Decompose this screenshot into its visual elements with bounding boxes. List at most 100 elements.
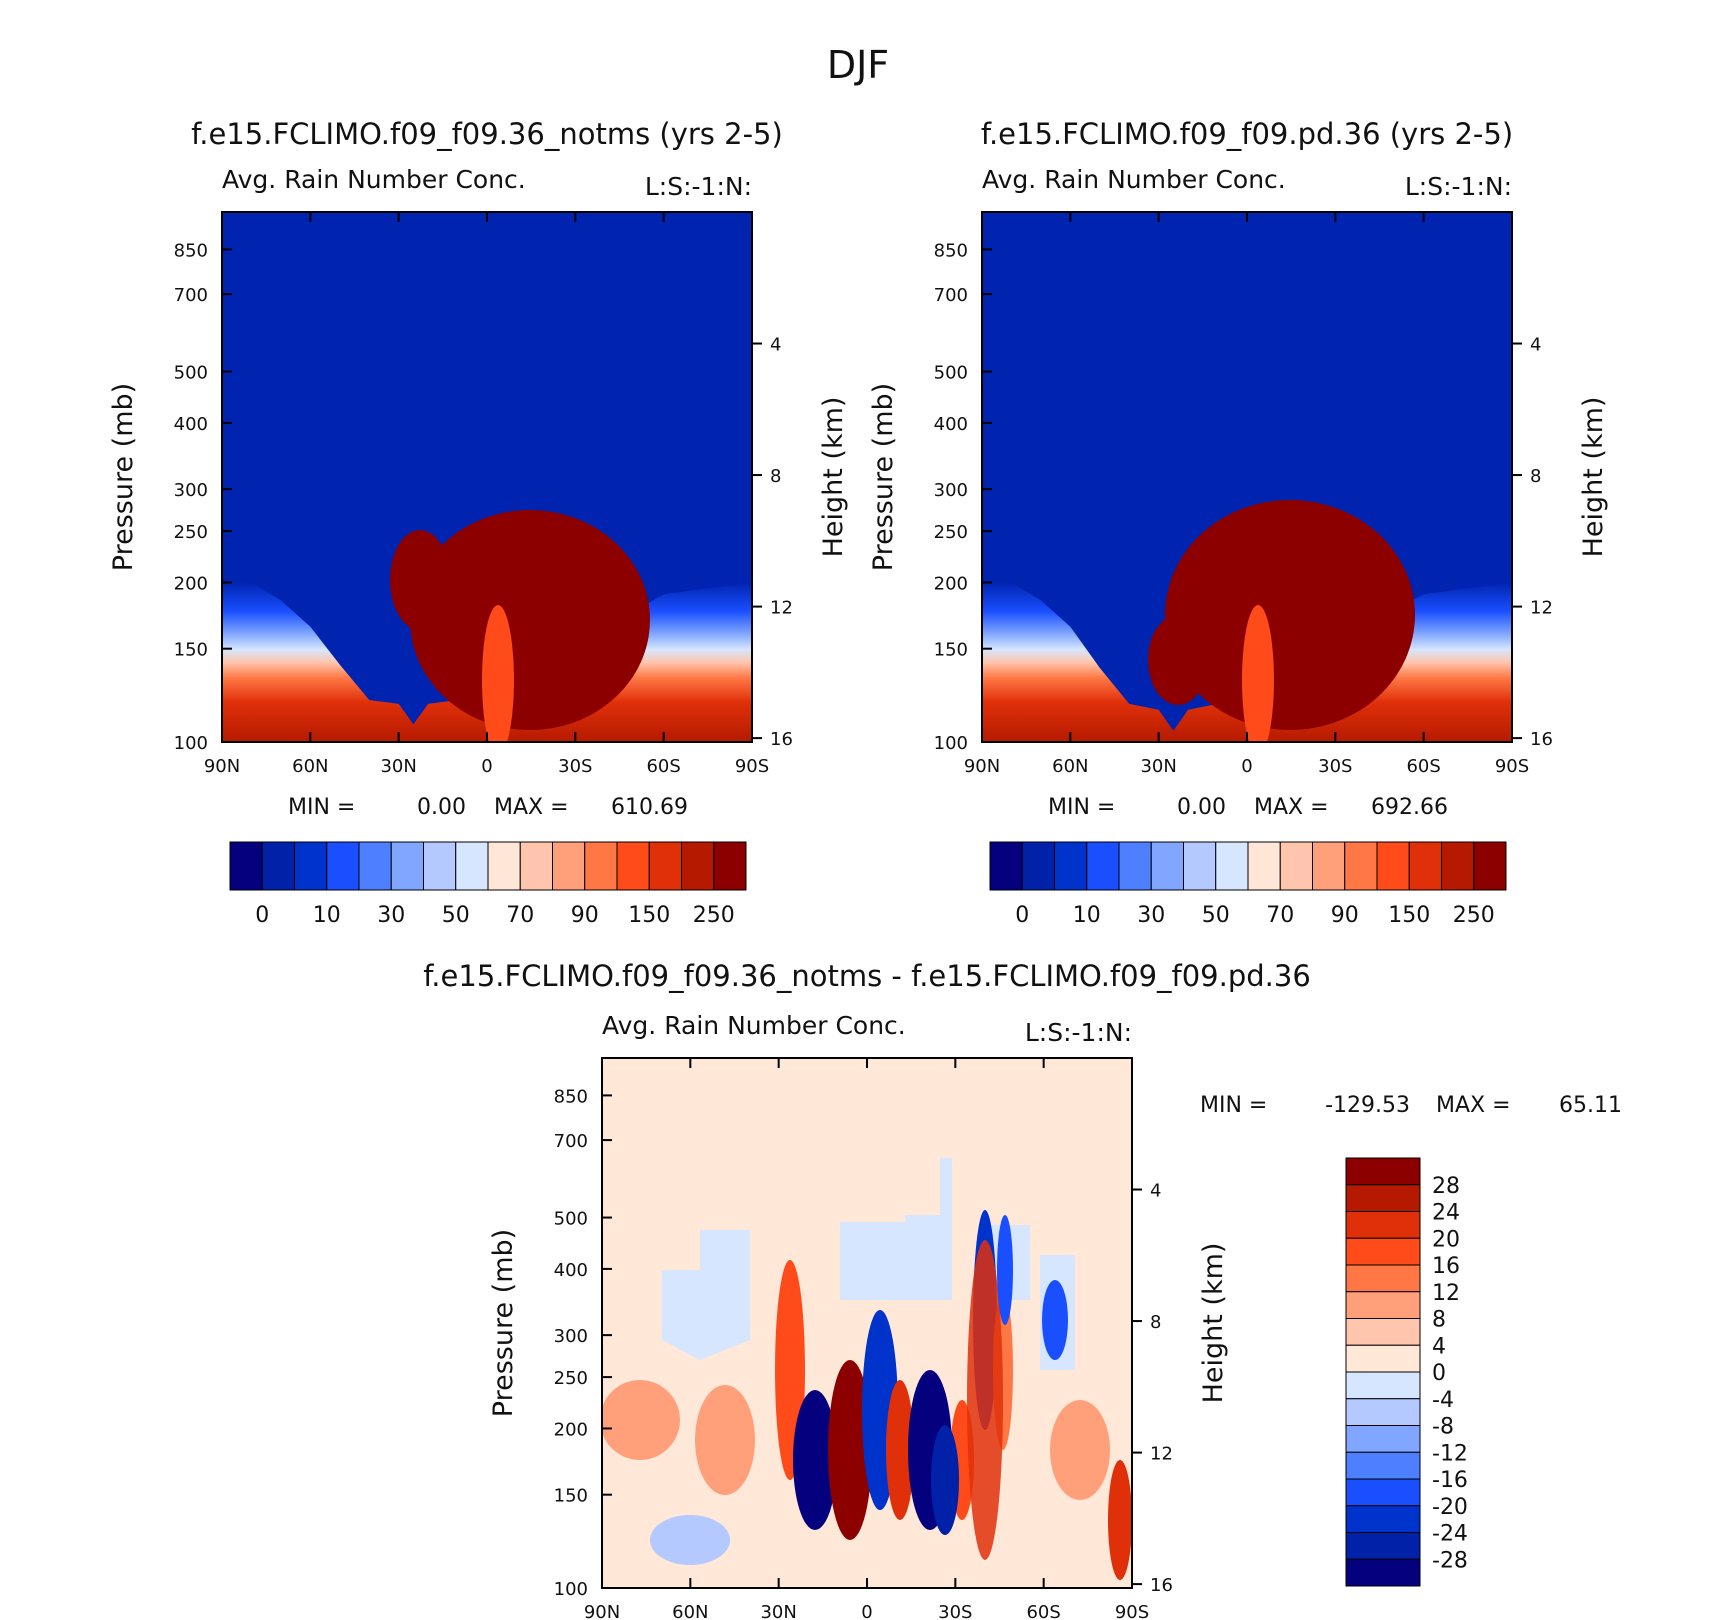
- y-tick-label: 100: [174, 733, 208, 754]
- colorbar-swatch: [1345, 1237, 1421, 1266]
- x-tick-label: 0: [861, 1602, 872, 1620]
- colorbar-swatch: [1441, 841, 1475, 891]
- x-tick-label: 90S: [1115, 1602, 1149, 1620]
- colorbar-swatch: [1345, 1318, 1421, 1346]
- field-patch: [662, 1230, 750, 1360]
- y-tick-label: 150: [174, 640, 208, 661]
- colorbar-swatch: [1312, 841, 1346, 891]
- y-tick-label: 700: [934, 285, 968, 306]
- max-value: 65.11: [1559, 1093, 1622, 1118]
- colorbar-label: 10: [313, 903, 341, 928]
- max-label: MAX =: [1254, 795, 1329, 820]
- colorbar-label: 150: [628, 903, 670, 928]
- y-tick-label: 400: [934, 414, 968, 435]
- field-patch: [931, 1425, 959, 1535]
- y-tick-label: 300: [174, 480, 208, 501]
- y-ticks-right: 4 8 12 16: [1132, 1181, 1173, 1596]
- y-tick-label: 200: [934, 573, 968, 594]
- y-axis-label: Pressure (mb): [488, 1229, 519, 1417]
- panel-title: f.e15.FCLIMO.f09_f09.36_notms - f.e15.FC…: [423, 959, 1311, 993]
- min-value: 0.00: [1177, 795, 1226, 820]
- min-core: [482, 605, 514, 742]
- y-tick-label: 250: [554, 1368, 588, 1389]
- y-right-tick-label: 12: [1530, 598, 1553, 619]
- colorbar-label: 16: [1432, 1254, 1460, 1279]
- y-tick-label: 500: [174, 363, 208, 384]
- colorbar-swatch: [681, 841, 715, 891]
- y-tick-label: 250: [934, 522, 968, 543]
- y-axis-right-label: Height (km): [1578, 397, 1609, 558]
- units-label: L:S:-1:N:: [645, 172, 752, 201]
- colorbar-swatch: [294, 841, 328, 891]
- y-tick-label: 100: [554, 1579, 588, 1600]
- y-tick-label: 500: [554, 1209, 588, 1230]
- min-label: MIN =: [288, 795, 355, 820]
- field-patch: [886, 1380, 914, 1520]
- y-tick-label: 250: [174, 522, 208, 543]
- panel-title: f.e15.FCLIMO.f09_f09.pd.36 (yrs 2-5): [981, 117, 1513, 151]
- min-label: MIN =: [1048, 795, 1115, 820]
- colorbar-swatch: [1021, 841, 1055, 891]
- plot-area: [602, 1058, 1132, 1588]
- field-patch: [695, 1385, 755, 1495]
- x-tick-label: 90N: [584, 1602, 620, 1620]
- y-right-tick-label: 8: [1150, 1312, 1161, 1333]
- y-right-tick-label: 8: [770, 466, 781, 487]
- y-tick-label: 500: [934, 363, 968, 384]
- max-label: MAX =: [1436, 1093, 1511, 1118]
- field-patch: [1108, 1460, 1132, 1580]
- colorbar-swatch: [1345, 1425, 1421, 1453]
- max-value: 692.66: [1371, 795, 1448, 820]
- panel-difference: f.e15.FCLIMO.f09_f09.36_notms - f.e15.FC…: [423, 959, 1622, 1620]
- y-ticks-left: 100 150 200 250 300 400 500 700 850: [554, 1086, 612, 1600]
- y-right-tick-label: 8: [1530, 466, 1541, 487]
- y-tick-label: 850: [934, 240, 968, 261]
- x-ticks: 90N 60N 30N 0 30S 60S 90S: [584, 1058, 1149, 1620]
- x-tick-label: 60N: [292, 756, 328, 777]
- colorbar-swatch: [1215, 841, 1249, 891]
- panel-subtitle: Avg. Rain Number Conc.: [982, 165, 1286, 194]
- colorbar-label: -8: [1432, 1415, 1454, 1440]
- colorbar-swatch: [1247, 841, 1281, 891]
- colorbar-label: -24: [1432, 1522, 1468, 1547]
- y-tick-label: 850: [174, 240, 208, 261]
- y-axis-right-label: Height (km): [818, 397, 849, 558]
- colorbar-label: -4: [1432, 1388, 1454, 1413]
- colorbar-label: 30: [1137, 903, 1165, 928]
- colorbar-label: 50: [1202, 903, 1230, 928]
- min-label: MIN =: [1200, 1093, 1267, 1118]
- y-tick-label: 200: [554, 1419, 588, 1440]
- max-label: MAX =: [494, 795, 569, 820]
- x-tick-label: 60N: [1052, 756, 1088, 777]
- y-ticks-right: 4 8 12 16: [1512, 335, 1553, 750]
- colorbar-swatch: [616, 841, 650, 891]
- colorbar-swatch: [1345, 1344, 1421, 1373]
- colorbar-swatch: [1086, 841, 1120, 891]
- colorbar-swatch: [519, 841, 553, 891]
- max-core: [410, 510, 650, 730]
- max-value: 610.69: [611, 795, 688, 820]
- colorbar-swatch: [713, 841, 747, 891]
- colorbar-swatch: [648, 841, 682, 891]
- plot-area: [982, 212, 1512, 742]
- colorbar-swatch: [1345, 1211, 1421, 1239]
- colorbar-label: 70: [1266, 903, 1294, 928]
- min-value: -129.53: [1325, 1093, 1410, 1118]
- y-tick-label: 700: [554, 1131, 588, 1152]
- colorbar-swatch: [1345, 1398, 1421, 1426]
- y-ticks-left: 100 150 200 250 300 400 500 700 850: [934, 240, 992, 754]
- y-right-tick-label: 4: [770, 335, 781, 356]
- colorbar-swatch: [1054, 841, 1088, 891]
- x-tick-label: 30N: [1140, 756, 1176, 777]
- field-patch: [1042, 1280, 1068, 1360]
- field-patch: [967, 1240, 1003, 1560]
- y-right-tick-label: 12: [1150, 1444, 1173, 1465]
- x-tick-label: 60S: [1026, 1602, 1060, 1620]
- colorbar-label: 50: [442, 903, 470, 928]
- colorbar: 0 10 30 50 70 90 150 250: [989, 841, 1507, 928]
- colorbar-swatch: [390, 841, 424, 891]
- y-ticks-left: 100 150 200 250 300 400 500 700 850: [174, 240, 232, 754]
- x-tick-label: 0: [1241, 756, 1252, 777]
- y-right-tick-label: 16: [770, 729, 793, 750]
